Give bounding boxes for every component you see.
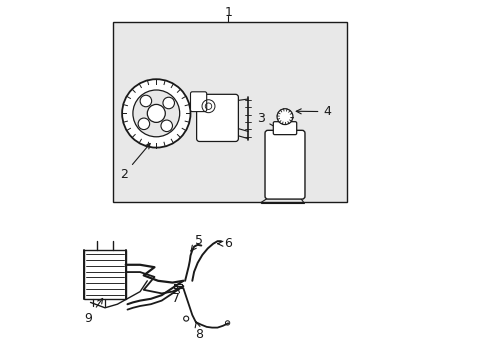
- Text: 7: 7: [172, 287, 180, 305]
- Text: 4: 4: [296, 105, 330, 118]
- Text: 2: 2: [120, 144, 150, 181]
- Circle shape: [122, 79, 190, 148]
- FancyBboxPatch shape: [264, 130, 305, 199]
- Circle shape: [138, 118, 149, 130]
- Circle shape: [161, 120, 172, 131]
- Bar: [84, 250, 125, 299]
- Text: 1: 1: [224, 6, 232, 19]
- Text: 5: 5: [190, 234, 203, 251]
- Bar: [113, 22, 346, 202]
- Circle shape: [277, 109, 292, 125]
- Circle shape: [163, 97, 174, 109]
- Text: 8: 8: [195, 322, 203, 341]
- FancyBboxPatch shape: [273, 122, 296, 135]
- Circle shape: [147, 104, 165, 122]
- Circle shape: [133, 90, 179, 137]
- Text: 6: 6: [218, 237, 232, 250]
- Circle shape: [140, 95, 151, 107]
- FancyBboxPatch shape: [190, 92, 206, 112]
- Text: 9: 9: [84, 298, 102, 325]
- FancyBboxPatch shape: [196, 94, 238, 141]
- Text: 3: 3: [256, 112, 281, 131]
